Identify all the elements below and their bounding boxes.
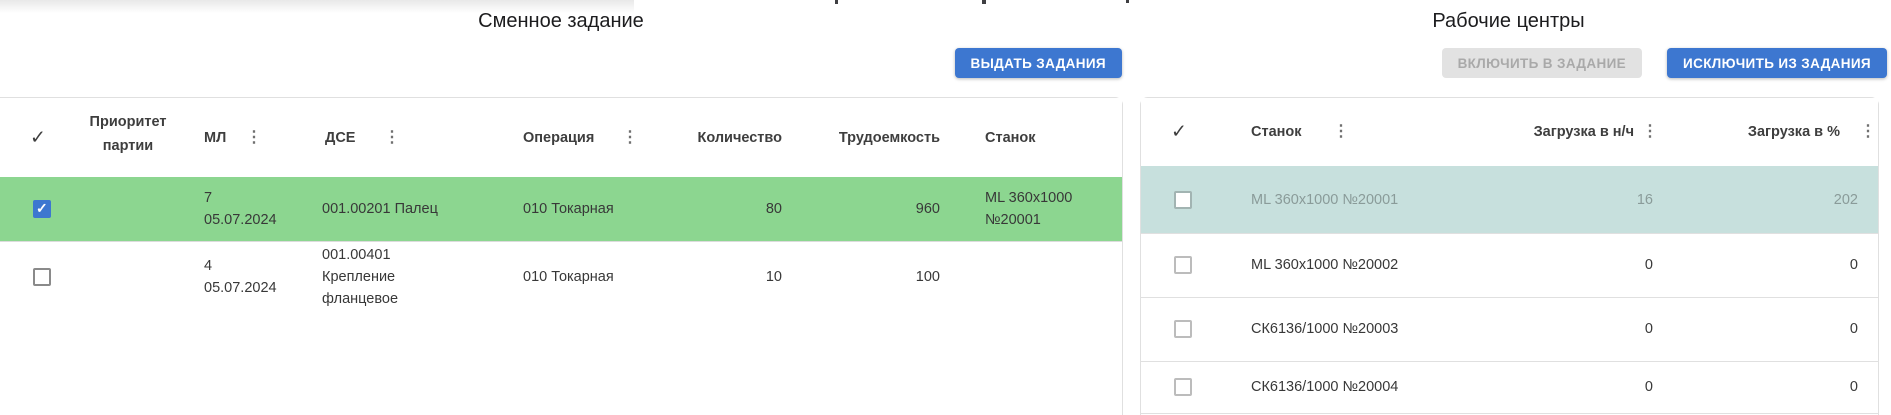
work-centers-table: ✓ Станок ⋮ Загрузка в н/ч ⋮ Загрузка в %… xyxy=(1140,97,1879,415)
row-checkbox-unchecked[interactable] xyxy=(33,268,51,286)
shift-task-title: Сменное задание xyxy=(478,10,644,32)
shift-task-row[interactable]: 7 05.07.2024 001.00201 Палец 010 Токарна… xyxy=(0,177,1122,242)
column-menu-icon[interactable]: ⋮ xyxy=(1333,123,1349,140)
work-centers-table-header: ✓ Станок ⋮ Загрузка в н/ч ⋮ Загрузка в %… xyxy=(1141,98,1878,167)
column-menu-icon[interactable]: ⋮ xyxy=(384,128,400,146)
shift-task-table: ✓ Приоритет партии МЛ ⋮ ДСЕ ⋮ Операция ⋮… xyxy=(0,97,1123,415)
clipped-text-fragment xyxy=(835,0,838,4)
column-header-machine[interactable]: Станок xyxy=(1251,124,1302,140)
row-checkbox-checked[interactable] xyxy=(33,200,51,218)
quantity-cell: 10 xyxy=(765,269,782,285)
load-hours-cell: 0 xyxy=(1644,379,1653,395)
load-hours-cell: 0 xyxy=(1644,257,1653,273)
load-hours-cell: 0 xyxy=(1644,321,1653,337)
column-menu-icon[interactable]: ⋮ xyxy=(1860,123,1876,140)
work-center-row[interactable]: ML 360x1000 №20001 16 202 xyxy=(1141,166,1878,234)
operation-cell: 010 Токарная xyxy=(523,269,614,285)
work-center-row[interactable]: СК6136/1000 №20003 0 0 xyxy=(1141,297,1878,362)
issue-tasks-button[interactable]: ВЫДАТЬ ЗАДАНИЯ xyxy=(954,48,1122,78)
select-all-checkmark-icon[interactable]: ✓ xyxy=(1171,121,1187,143)
row-checkbox-unchecked[interactable] xyxy=(1174,190,1192,209)
labor-cell: 100 xyxy=(915,269,940,285)
shift-task-table-header: ✓ Приоритет партии МЛ ⋮ ДСЕ ⋮ Операция ⋮… xyxy=(0,98,1122,178)
load-hours-cell: 16 xyxy=(1636,191,1653,208)
column-header-machine[interactable]: Станок xyxy=(985,129,1036,146)
work-center-row[interactable]: СК6136/1000 №20004 0 0 xyxy=(1141,361,1878,414)
column-header-priority[interactable]: Приоритет партии xyxy=(89,113,167,154)
exclude-from-task-button[interactable]: ИСКЛЮЧИТЬ ИЗ ЗАДАНИЯ xyxy=(1667,48,1887,78)
operation-cell: 010 Токарная xyxy=(523,201,614,217)
row-checkbox-unchecked[interactable] xyxy=(1174,256,1192,274)
work-centers-title: Рабочие центры xyxy=(1432,10,1585,32)
work-center-row[interactable]: ML 360x1000 №20002 0 0 xyxy=(1141,233,1878,298)
load-percent-cell: 0 xyxy=(1849,321,1858,337)
clipped-text-fragment xyxy=(1126,0,1129,3)
quantity-cell: 80 xyxy=(765,201,782,217)
load-percent-cell: 0 xyxy=(1849,379,1858,395)
row-checkbox-unchecked[interactable] xyxy=(1174,378,1192,396)
machine-cell: СК6136/1000 №20004 xyxy=(1251,379,1399,395)
top-edge-shadow xyxy=(0,0,634,13)
column-header-operation[interactable]: Операция xyxy=(523,129,595,146)
column-header-load-percent[interactable]: Загрузка в % xyxy=(1747,124,1840,140)
ml-cell: 4 05.07.2024 xyxy=(204,258,277,296)
column-header-load-hours[interactable]: Загрузка в н/ч xyxy=(1533,124,1634,140)
shift-task-row[interactable]: 4 05.07.2024 001.00401 Крепление фланцев… xyxy=(0,241,1122,313)
ml-cell: 7 05.07.2024 xyxy=(204,190,277,228)
column-menu-icon[interactable]: ⋮ xyxy=(1642,123,1658,140)
column-menu-icon[interactable]: ⋮ xyxy=(622,128,638,146)
labor-cell: 960 xyxy=(915,201,940,217)
machine-cell: СК6136/1000 №20003 xyxy=(1251,321,1399,337)
load-percent-cell: 202 xyxy=(1833,191,1858,208)
select-all-checkmark-icon[interactable]: ✓ xyxy=(30,127,46,148)
machine-cell: ML 360x1000 №20002 xyxy=(1251,257,1399,273)
column-header-ml[interactable]: МЛ xyxy=(204,129,227,146)
include-in-task-button[interactable]: ВКЛЮЧИТЬ В ЗАДАНИЕ xyxy=(1441,48,1642,78)
dse-cell: 001.00401 Крепление фланцевое xyxy=(322,247,399,307)
row-checkbox-unchecked[interactable] xyxy=(1174,320,1192,338)
column-header-labor[interactable]: Трудоемкость xyxy=(838,129,940,146)
column-header-dse[interactable]: ДСЕ xyxy=(325,129,356,146)
column-menu-icon[interactable]: ⋮ xyxy=(246,128,262,146)
machine-cell: ML 360x1000 №20001 xyxy=(985,190,1073,228)
load-percent-cell: 0 xyxy=(1849,257,1858,273)
clipped-text-fragment xyxy=(982,0,986,4)
machine-cell: ML 360x1000 №20001 xyxy=(1251,191,1399,208)
dse-cell: 001.00201 Палец xyxy=(322,201,438,217)
column-header-quantity[interactable]: Количество xyxy=(697,129,782,146)
